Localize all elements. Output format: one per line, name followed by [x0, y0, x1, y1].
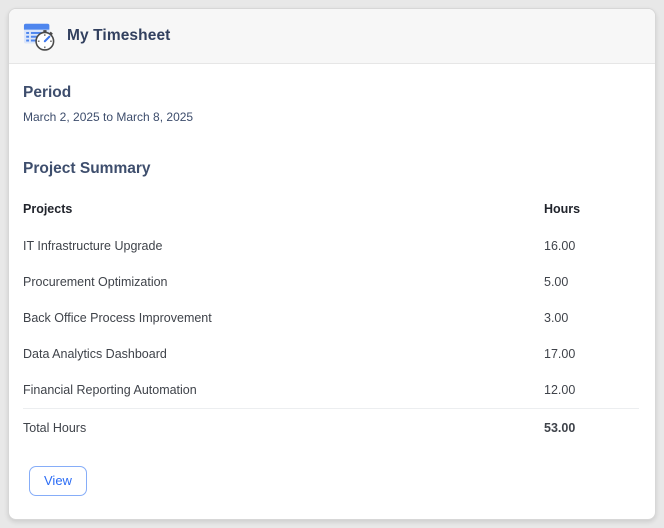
project-hours: 5.00 — [544, 275, 569, 289]
total-label: Total Hours — [23, 408, 544, 447]
project-name: IT Infrastructure Upgrade — [23, 239, 163, 253]
project-hours: 12.00 — [544, 383, 576, 397]
project-summary-heading: Project Summary — [23, 160, 151, 177]
project-hours: 17.00 — [544, 347, 576, 361]
timesheet-stopwatch-icon — [23, 21, 55, 52]
table-row: IT Infrastructure Upgrade 16.00 — [23, 228, 639, 264]
table-row: Data Analytics Dashboard 17.00 — [23, 336, 639, 372]
project-name: Financial Reporting Automation — [23, 383, 197, 397]
card-title: My Timesheet — [67, 27, 171, 44]
table-row: Financial Reporting Automation 12.00 — [23, 372, 639, 409]
card-header: My Timesheet — [9, 9, 655, 64]
project-name: Back Office Process Improvement — [23, 311, 212, 325]
project-name: Data Analytics Dashboard — [23, 347, 167, 361]
period-heading: Period — [23, 84, 72, 101]
project-hours: 16.00 — [544, 239, 576, 253]
card-body: Period March 2, 2025 to March 8, 2025 Pr… — [9, 64, 655, 496]
my-timesheet-card: My Timesheet Period March 2, 2025 to Mar… — [8, 8, 656, 520]
hours-column-header: Hours — [544, 202, 581, 216]
project-summary-table: Projects Hours IT Infrastructure Upgrade… — [23, 191, 639, 447]
total-row: Total Hours 53.00 — [23, 408, 639, 447]
view-button[interactable]: View — [29, 466, 87, 496]
period-range: March 2, 2025 to March 8, 2025 — [23, 110, 194, 124]
table-row: Back Office Process Improvement 3.00 — [23, 300, 639, 336]
table-header-row: Projects Hours — [23, 191, 639, 228]
table-row: Procurement Optimization 5.00 — [23, 264, 639, 300]
projects-column-header: Projects — [23, 202, 73, 216]
project-hours: 3.00 — [544, 311, 569, 325]
total-hours-value: 53.00 — [544, 408, 639, 447]
project-name: Procurement Optimization — [23, 275, 168, 289]
